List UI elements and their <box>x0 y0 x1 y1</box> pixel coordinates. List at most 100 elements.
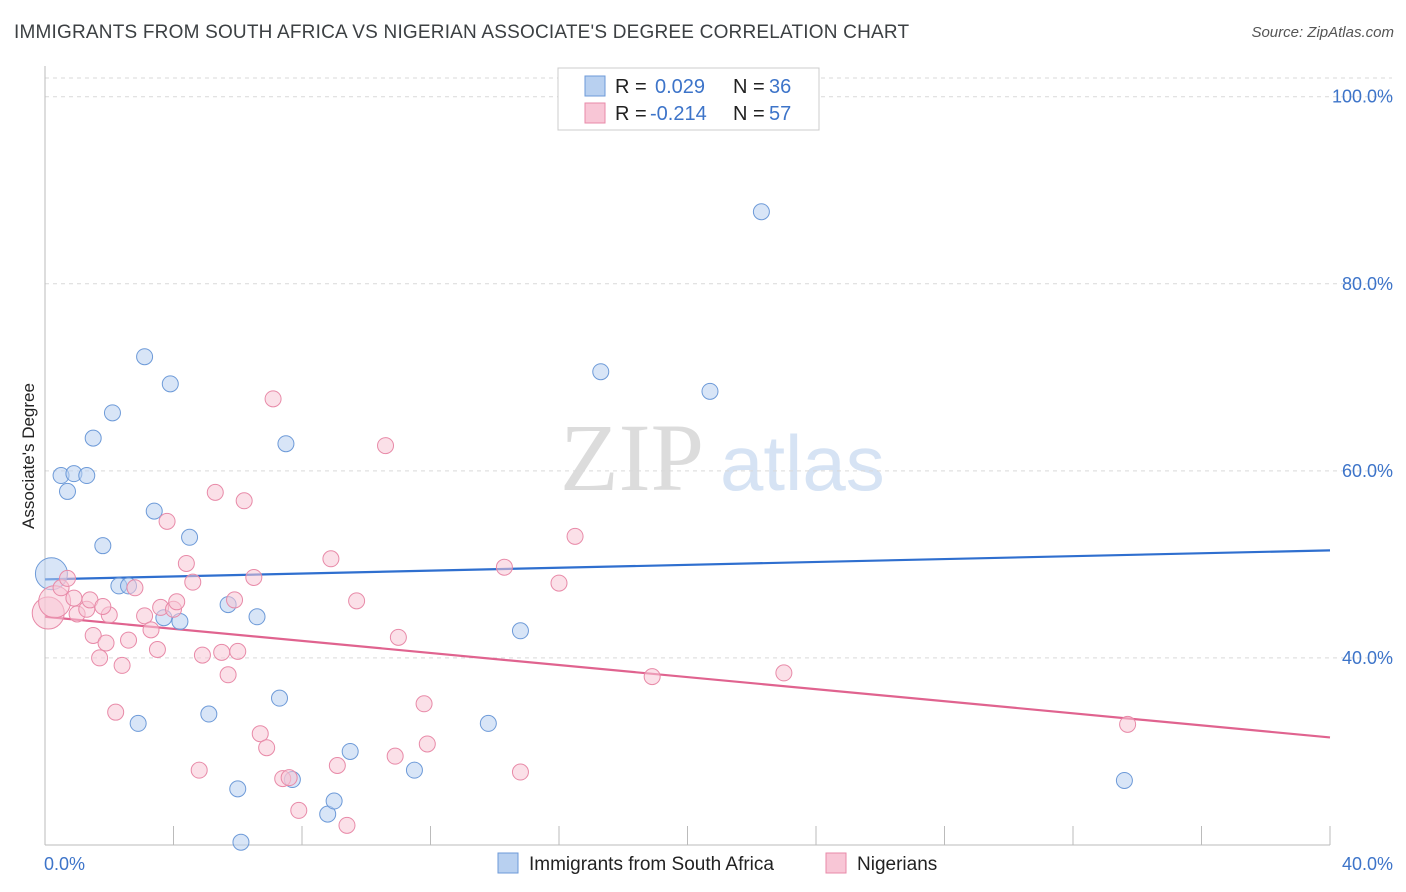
point-nigerians-55 <box>1119 715 1137 733</box>
point-nigerians-13 <box>113 656 131 674</box>
point-nigerians-54 <box>775 664 793 682</box>
data-points <box>31 88 1137 851</box>
point-south-africa-6 <box>94 537 112 555</box>
point-nigerians-10 <box>97 634 115 652</box>
point-nigerians-53 <box>643 668 661 686</box>
series-legend: Immigrants from South Africa Nigerians <box>497 852 937 875</box>
point-nigerians-44 <box>377 437 395 455</box>
x-tick-label-1: 40.0% <box>1342 854 1393 874</box>
point-nigerians-56 <box>94 597 112 615</box>
point-south-africa-27 <box>341 742 359 760</box>
point-nigerians-3 <box>58 569 76 587</box>
point-south-africa-11 <box>136 348 154 366</box>
point-south-africa-5 <box>84 429 102 447</box>
point-nigerians-48 <box>418 735 436 753</box>
point-nigerians-31 <box>229 642 247 660</box>
series-legend-swatch-south-africa <box>497 852 519 874</box>
point-nigerians-16 <box>136 607 154 625</box>
stats-legend-n-label-2: N = <box>733 103 765 125</box>
point-south-africa-7 <box>103 404 121 422</box>
y-tick-label-2: 80.0% <box>1342 274 1393 294</box>
y-axis-label: Associate's Degree <box>19 383 38 529</box>
point-south-africa-17 <box>200 705 218 723</box>
point-south-africa-12 <box>145 502 163 520</box>
stats-legend-n-value-2: 57 <box>769 103 791 125</box>
stats-legend-r-label-1: R = <box>615 76 647 98</box>
stats-legend-swatch-south-africa <box>584 75 606 97</box>
point-south-africa-30 <box>511 622 529 640</box>
point-nigerians-38 <box>280 769 298 787</box>
point-south-africa-19 <box>229 780 247 798</box>
point-nigerians-46 <box>389 628 407 646</box>
point-south-africa-20 <box>232 833 250 851</box>
point-south-africa-29 <box>479 714 497 732</box>
point-nigerians-52 <box>566 527 584 545</box>
y-tick-label-1: 60.0% <box>1342 461 1393 481</box>
point-nigerians-23 <box>177 554 195 572</box>
point-south-africa-32 <box>592 363 610 381</box>
point-south-africa-33 <box>701 382 719 400</box>
point-nigerians-27 <box>206 483 224 501</box>
point-south-africa-28 <box>405 761 423 779</box>
point-nigerians-51 <box>550 574 568 592</box>
axes <box>44 66 1331 846</box>
point-nigerians-50 <box>511 763 529 781</box>
trend-line-south-africa <box>44 549 1331 581</box>
series-legend-label-south-africa: Immigrants from South Africa <box>529 854 774 875</box>
watermark-atlas: atlas <box>720 419 885 507</box>
point-nigerians-40 <box>322 550 340 568</box>
stats-legend-swatch-nigerians <box>584 102 606 124</box>
point-nigerians-42 <box>338 816 356 834</box>
stats-legend-r-label-2: R = <box>615 103 647 125</box>
point-south-africa-21 <box>248 608 266 626</box>
y-tick-labels: 40.0% 60.0% 80.0% 100.0% <box>1332 87 1393 668</box>
point-nigerians-41 <box>328 756 346 774</box>
watermark: ZIP atlas <box>560 404 885 511</box>
point-nigerians-25 <box>190 761 208 779</box>
point-nigerians-45 <box>386 747 404 765</box>
point-south-africa-4 <box>78 467 96 485</box>
point-nigerians-9 <box>91 649 109 667</box>
point-nigerians-17 <box>142 621 160 639</box>
y-tick-label-3: 100.0% <box>1332 87 1393 107</box>
chart-title: IMMIGRANTS FROM SOUTH AFRICA VS NIGERIAN… <box>14 22 910 43</box>
point-nigerians-24 <box>184 573 202 591</box>
point-nigerians-33 <box>245 568 263 586</box>
point-nigerians-18 <box>148 641 166 659</box>
point-south-africa-14 <box>161 375 179 393</box>
point-nigerians-4 <box>65 589 83 607</box>
series-legend-label-nigerians: Nigerians <box>857 854 937 875</box>
point-nigerians-47 <box>415 695 433 713</box>
y-tick-label-0: 40.0% <box>1342 648 1393 668</box>
point-nigerians-8 <box>84 626 102 644</box>
point-south-africa-34 <box>752 203 770 221</box>
point-nigerians-22 <box>168 593 186 611</box>
stats-legend-n-label-1: N = <box>733 76 765 98</box>
stats-legend: R = 0.029 N = 36 R = -0.214 N = 57 <box>557 67 820 131</box>
gridlines <box>45 77 1392 659</box>
point-nigerians-12 <box>107 703 125 721</box>
x-tick-label-0: 0.0% <box>44 854 85 874</box>
x-tick-labels: 0.0% 40.0% <box>44 854 1393 874</box>
stats-legend-n-value-1: 36 <box>769 76 791 98</box>
point-nigerians-43 <box>348 592 366 610</box>
trend-line-nigerians <box>44 615 1331 739</box>
point-south-africa-35 <box>1115 771 1133 789</box>
point-south-africa-2 <box>58 482 76 500</box>
point-nigerians-30 <box>226 591 244 609</box>
watermark-zip: ZIP <box>560 404 704 511</box>
point-nigerians-26 <box>193 646 211 664</box>
series-legend-swatch-nigerians <box>825 852 847 874</box>
point-south-africa-10 <box>129 714 147 732</box>
point-nigerians-15 <box>126 579 144 597</box>
point-nigerians-39 <box>290 801 308 819</box>
point-nigerians-35 <box>258 739 276 757</box>
point-nigerians-28 <box>213 643 231 661</box>
point-nigerians-49 <box>495 558 513 576</box>
point-nigerians-32 <box>235 492 253 510</box>
stats-legend-r-value-1: 0.029 <box>655 76 705 98</box>
point-nigerians-29 <box>219 666 237 684</box>
point-nigerians-34 <box>251 725 269 743</box>
stats-legend-r-value-2: -0.214 <box>650 103 707 125</box>
point-south-africa-22 <box>271 689 289 707</box>
